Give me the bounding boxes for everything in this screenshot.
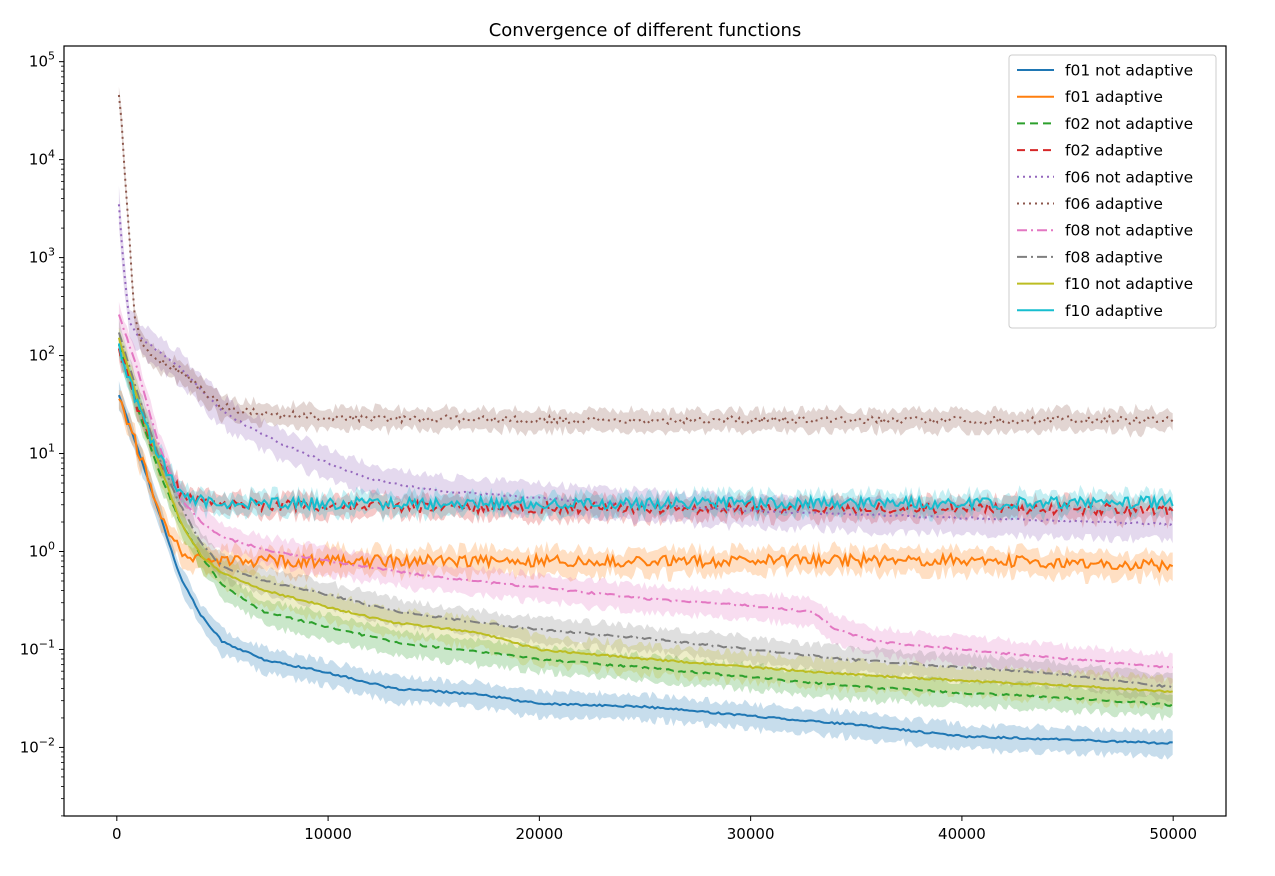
axes: 0 10000 20000 30000 40000 50000 10−2 10−1 100 101… — [20, 45, 1227, 843]
legend-label: f02 adaptive — [1065, 142, 1163, 160]
line-f01-adaptive — [118, 398, 1174, 574]
line-f01-not-adaptive — [117, 394, 1173, 745]
legend-label: f10 not adaptive — [1065, 275, 1193, 293]
legend-label: f08 adaptive — [1065, 248, 1163, 266]
y-tick-label: 105 — [29, 50, 55, 71]
y-tick-label: 103 — [29, 246, 55, 267]
chart-title: Convergence of different functions — [489, 20, 802, 41]
legend-label: f01 not adaptive — [1065, 62, 1193, 80]
legend-label: f02 not adaptive — [1065, 115, 1193, 133]
line-f06-adaptive — [117, 94, 1174, 426]
legend-label: f01 adaptive — [1065, 88, 1163, 106]
x-tick-label: 10000 — [304, 825, 352, 843]
band-f02-adaptive — [118, 337, 1173, 529]
legend-label: f06 not adaptive — [1065, 168, 1193, 186]
y-tick-label: 102 — [29, 344, 55, 365]
band-f06-adaptive — [118, 86, 1173, 438]
y-tick-label: 10−1 — [20, 637, 55, 658]
y-tick-label: 100 — [29, 539, 55, 560]
legend-box — [1008, 54, 1217, 329]
x-tick-label: 50000 — [1149, 825, 1197, 843]
x-tick-label: 0 — [112, 825, 122, 843]
line-f08-adaptive — [117, 332, 1174, 689]
band-f10-not-adaptive — [118, 327, 1173, 710]
line-f10-adaptive — [117, 343, 1174, 513]
series-lines — [117, 94, 1174, 745]
x-tick-label: 20000 — [516, 825, 564, 843]
x-tick-label: 30000 — [727, 825, 775, 843]
band-f08-not-adaptive — [118, 301, 1173, 686]
legend-label: f10 adaptive — [1065, 302, 1163, 320]
y-tick-label: 10−2 — [20, 735, 55, 756]
x-tick-label: 40000 — [938, 825, 986, 843]
y-tick-label: 104 — [29, 148, 55, 169]
legend-label: f06 adaptive — [1065, 195, 1163, 213]
legend-label: f08 not adaptive — [1065, 222, 1193, 240]
plot-frame — [63, 45, 1227, 817]
line-f02-not-adaptive — [117, 344, 1174, 707]
line-f08-not-adaptive — [117, 314, 1174, 670]
y-tick-label: 101 — [29, 442, 55, 463]
legend: f01 not adaptive f01 adaptive f02 not adap… — [1008, 54, 1217, 329]
line-f10-not-adaptive — [117, 337, 1173, 694]
